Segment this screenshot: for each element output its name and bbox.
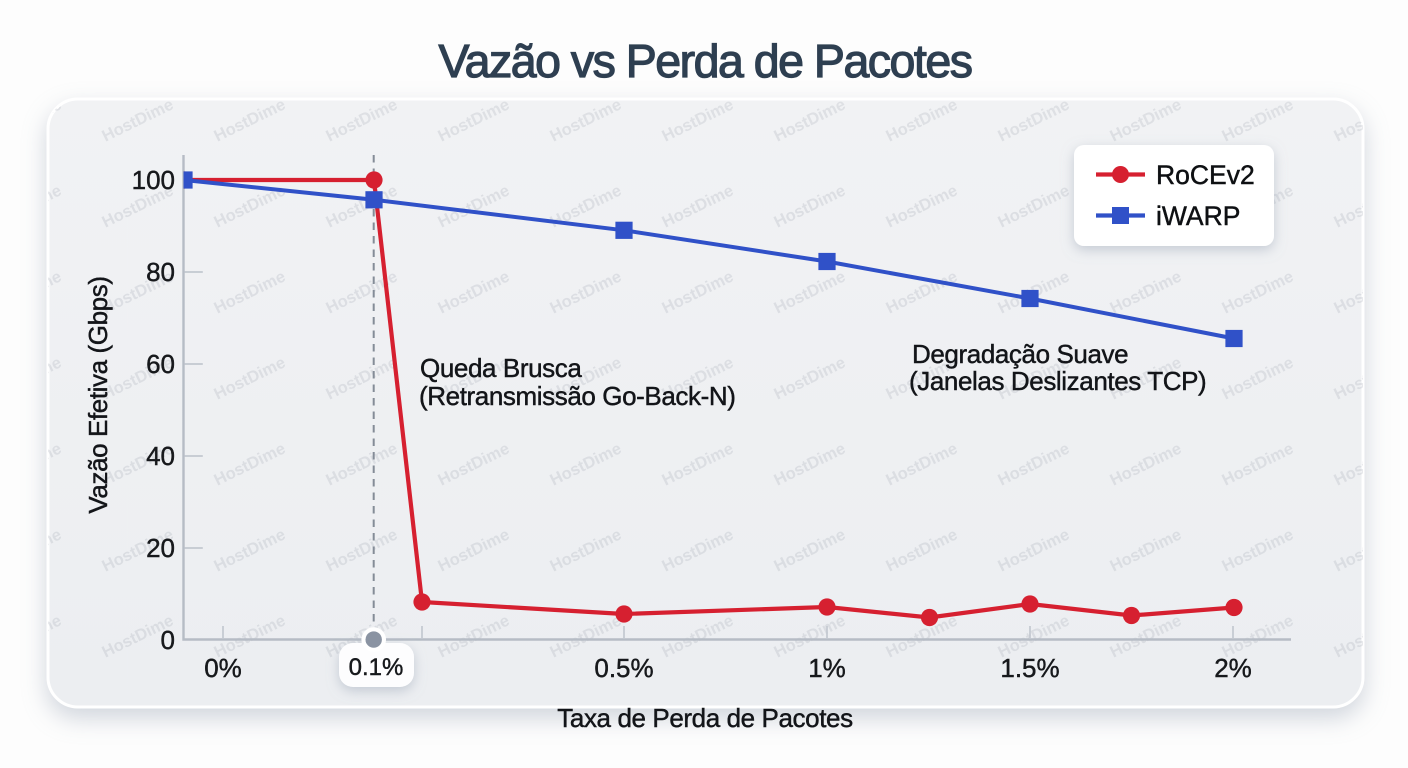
svg-text:0.1%: 0.1% — [349, 654, 404, 681]
svg-text:Vazão vs Perda de Pacotes: Vazão vs Perda de Pacotes — [439, 35, 972, 87]
svg-text:40: 40 — [146, 441, 175, 471]
svg-text:0: 0 — [161, 625, 175, 655]
svg-text:1.5%: 1.5% — [1000, 653, 1059, 683]
svg-text:RoCEv2: RoCEv2 — [1156, 160, 1255, 190]
svg-text:Queda Brusca: Queda Brusca — [420, 353, 582, 383]
svg-text:100: 100 — [132, 165, 175, 195]
svg-text:(Janelas Deslizantes TCP): (Janelas Deslizantes TCP) — [909, 366, 1206, 396]
svg-text:(Retransmissão Go-Back-N): (Retransmissão Go-Back-N) — [419, 381, 736, 411]
svg-text:2%: 2% — [1214, 653, 1252, 683]
svg-text:80: 80 — [146, 257, 175, 287]
svg-text:Degradação Suave: Degradação Suave — [912, 339, 1128, 369]
svg-text:20: 20 — [146, 533, 175, 563]
svg-text:iWARP: iWARP — [1156, 201, 1240, 231]
svg-text:0%: 0% — [204, 653, 242, 683]
svg-text:Vazão Efetiva (Gbps): Vazão Efetiva (Gbps) — [83, 276, 113, 513]
svg-text:Taxa de Perda de Pacotes: Taxa de Perda de Pacotes — [557, 703, 853, 733]
svg-text:0.5%: 0.5% — [594, 653, 653, 683]
svg-text:60: 60 — [146, 349, 175, 379]
svg-text:1%: 1% — [808, 653, 846, 683]
